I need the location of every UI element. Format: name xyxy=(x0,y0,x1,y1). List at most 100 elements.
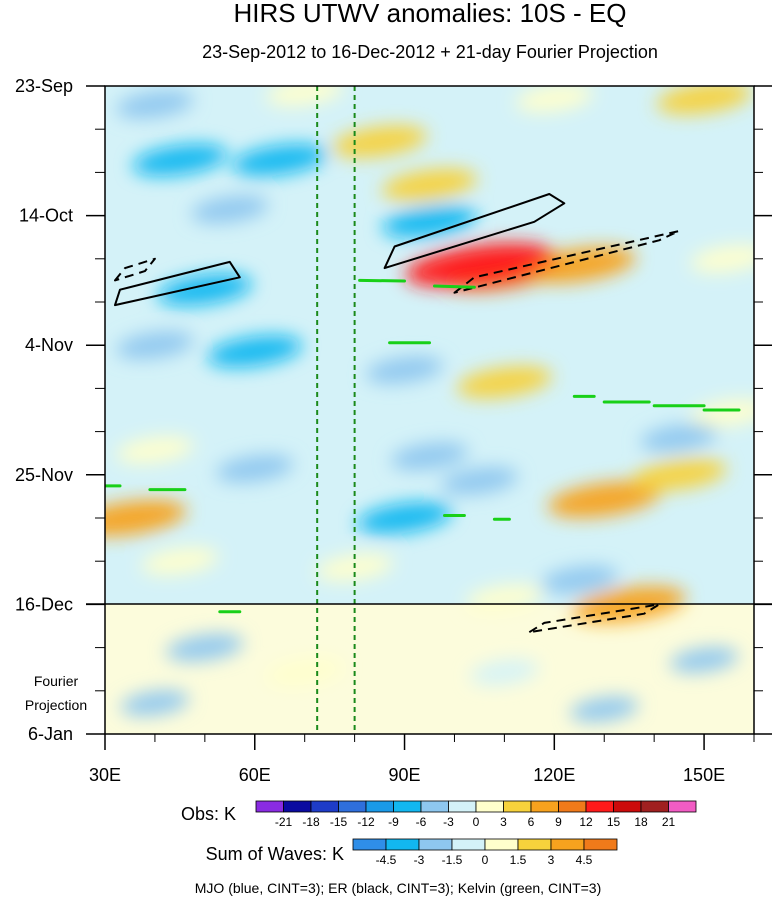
wave-colorbar-tick-1: -3 xyxy=(414,853,425,867)
field-cell-19 xyxy=(690,399,754,427)
field-cell-34 xyxy=(166,633,244,662)
obs-colorbar-tick-3: -12 xyxy=(357,815,375,829)
y-tick-label-1: 14-Oct xyxy=(19,206,73,226)
field-cell-17 xyxy=(116,331,194,359)
obs-colorbar-tick-10: 9 xyxy=(555,815,562,829)
obs-colorbar-swatch-11 xyxy=(558,800,587,813)
field-cell-16 xyxy=(365,356,444,384)
field-cell-6 xyxy=(132,144,228,176)
field-cell-29 xyxy=(141,547,219,575)
obs-colorbar-swatch-12 xyxy=(585,800,614,813)
obs-colorbar: Obs: K -21 -18 -15 -12 -9 -6 -3 0 3 6 9 12 15 18 21 xyxy=(181,800,697,829)
field-cell-24 xyxy=(440,467,519,495)
field-cell-20 xyxy=(640,423,718,452)
kelvin-contour-1 xyxy=(433,284,476,289)
wave-colorbar-label: Sum of Waves: K xyxy=(206,844,344,864)
obs-colorbar-swatch-9 xyxy=(503,800,532,813)
obs-colorbar-swatch-5 xyxy=(393,800,422,813)
obs-colorbar-tick-9: 6 xyxy=(528,815,535,829)
x-tick-label-3: 120E xyxy=(533,765,575,785)
y-tick-label-4: 16-Dec xyxy=(15,594,73,614)
projection-label-line2: Projection xyxy=(25,697,87,713)
field-cell-22 xyxy=(216,454,294,483)
obs-colorbar-label: Obs: K xyxy=(181,804,236,824)
field-cell-38 xyxy=(120,690,190,716)
field-cell-13 xyxy=(690,245,754,273)
y-tick-label-5: 6-Jan xyxy=(28,724,73,744)
field-cell-25 xyxy=(547,481,661,518)
projection-label-line1: Fourier xyxy=(34,673,79,689)
obs-colorbar-tick-12: 15 xyxy=(607,815,621,829)
projection-background xyxy=(105,604,754,734)
wave-colorbar-swatch-2 xyxy=(418,838,453,851)
obs-colorbar-swatch-8 xyxy=(475,800,504,813)
x-tick-label-2: 90E xyxy=(389,765,421,785)
er-contour-dashed-0 xyxy=(114,257,156,282)
mjo-longitude-lines xyxy=(316,86,356,734)
obs-colorbar-tick-13: 18 xyxy=(634,815,648,829)
field-cell-28 xyxy=(356,502,453,534)
obs-colorbar-swatch-3 xyxy=(338,800,367,813)
obs-colorbar-tick-0: -21 xyxy=(275,815,293,829)
kelvin-contour-0 xyxy=(358,278,406,283)
y-tick-label-0: 23-Sep xyxy=(15,76,73,96)
contour-legend-text: MJO (blue, CINT=3); ER (black, CINT=3); … xyxy=(195,880,602,896)
obs-colorbar-tick-2: -15 xyxy=(330,815,348,829)
er-contour-solid-0 xyxy=(114,260,241,307)
field-cell-4 xyxy=(332,125,428,158)
obs-colorbar-tick-8: 3 xyxy=(500,815,507,829)
wave-colorbar-swatch-4 xyxy=(484,838,519,851)
wave-colorbar-tick-2: -1.5 xyxy=(442,853,463,867)
obs-colorbar-swatch-7 xyxy=(448,800,477,813)
field-cell-3 xyxy=(656,86,752,115)
x-tick-label-1: 60E xyxy=(239,765,271,785)
wave-colorbar-tick-5: 3 xyxy=(548,853,555,867)
er-contour-solid-1 xyxy=(383,193,566,270)
field-cell-23 xyxy=(390,442,469,471)
wave-colorbar-swatch-7 xyxy=(583,838,618,851)
x-tick-label-0: 30E xyxy=(89,765,121,785)
field-cell-39 xyxy=(570,696,639,723)
plot-area xyxy=(86,85,772,735)
chart-subtitle: 23-Sep-2012 to 16-Dec-2012 + 21-day Four… xyxy=(202,42,658,62)
field-cell-14 xyxy=(157,273,253,306)
field-cell-26 xyxy=(631,458,727,491)
obs-colorbar-swatch-0 xyxy=(255,800,284,813)
field-cell-0 xyxy=(116,90,194,119)
wave-contours xyxy=(105,193,741,634)
obs-colorbar-tick-11: 12 xyxy=(579,815,593,829)
wave-colorbar-tick-4: 1.5 xyxy=(510,853,527,867)
wave-colorbar-tick-6: 4.5 xyxy=(576,853,593,867)
wave-colorbar-swatch-6 xyxy=(550,838,585,851)
y-tick-label-3: 25-Nov xyxy=(15,465,73,485)
field-cell-31 xyxy=(540,565,618,594)
wave-colorbar-swatch-1 xyxy=(385,838,420,851)
field-cell-36 xyxy=(669,647,739,673)
field-cell-27 xyxy=(105,499,187,537)
field-cell-21 xyxy=(116,436,194,464)
field-cell-8 xyxy=(191,195,269,224)
field-cell-1 xyxy=(266,86,344,106)
wave-colorbar-tick-0: -4.5 xyxy=(376,853,397,867)
obs-colorbar-swatch-6 xyxy=(420,800,449,813)
field-cell-37 xyxy=(470,659,539,686)
field-cell-9 xyxy=(381,205,478,238)
obs-colorbar-swatch-10 xyxy=(530,800,559,813)
wave-colorbar-swatch-0 xyxy=(352,838,387,851)
obs-colorbar-swatch-14 xyxy=(640,800,669,813)
er-contour-dashed-1 xyxy=(453,230,681,294)
wave-colorbar-swatch-3 xyxy=(451,838,486,851)
field-cell-35 xyxy=(266,658,344,687)
wave-colorbar-tick-3: 0 xyxy=(482,853,489,867)
plot-frame xyxy=(104,85,755,735)
obs-colorbar-tick-1: -18 xyxy=(302,815,320,829)
chart-title: HIRS UTWV anomalies: 10S - EQ xyxy=(234,0,627,28)
field-cell-33 xyxy=(465,584,544,613)
obs-colorbar-tick-7: 0 xyxy=(473,815,480,829)
obs-colorbar-swatch-13 xyxy=(613,800,642,813)
wave-colorbar-swatch-5 xyxy=(517,838,552,851)
obs-colorbar-tick-14: 21 xyxy=(662,815,676,829)
obs-colorbar-swatch-4 xyxy=(365,800,394,813)
obs-colorbar-swatch-15 xyxy=(668,800,697,813)
